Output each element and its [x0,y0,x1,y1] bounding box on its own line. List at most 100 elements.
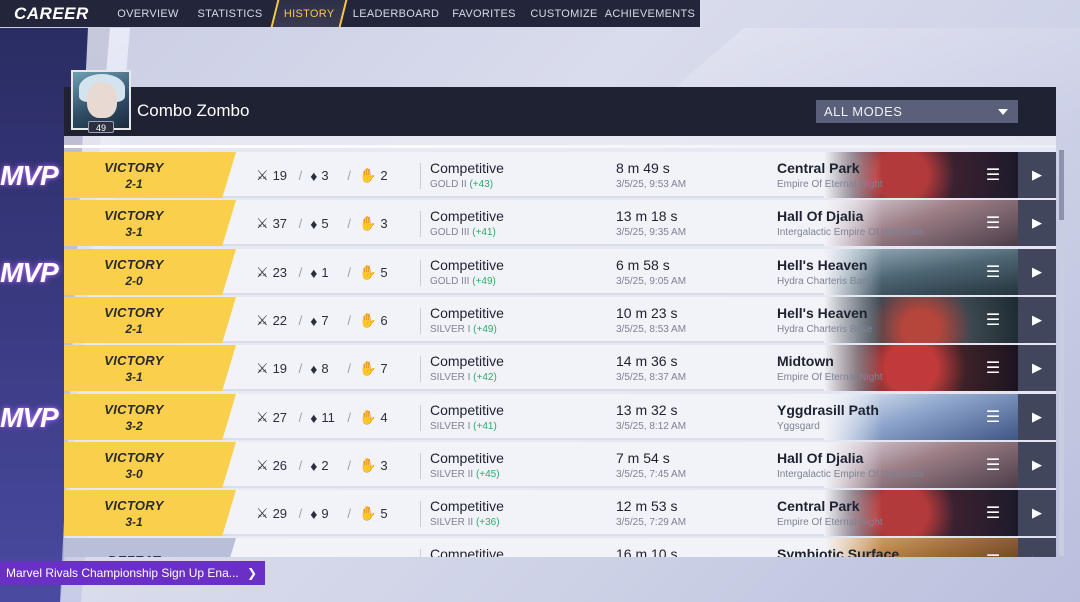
match-result: VICTORY 3-1 [64,490,236,536]
tab-overview[interactable]: OVERVIEW [110,0,186,27]
map-info: Hall Of Djalia Intergalactic Empire Of W… [777,208,997,238]
tab-favorites[interactable]: FAVORITES [446,0,522,27]
hamburger-menu-icon[interactable]: ☰ [985,312,1001,329]
game-mode: Competitive GOLD II (+43) [430,160,504,190]
map-info: Symbiotic Surface [777,546,997,557]
match-row[interactable]: VICTORY 2-0 ⚔ 23 / ♦ 1 / ✋ 5 Competitive… [64,249,1056,295]
hamburger-menu-icon[interactable]: ☰ [985,264,1001,281]
rank-tier: SILVER I [430,421,471,432]
kda-stats: ⚔ 37 / ♦ 5 / ✋ 3 [256,215,398,232]
kills-value: 26 [272,458,288,473]
replay-button[interactable]: ▶ [1018,200,1056,246]
hamburger-menu-icon[interactable]: ☰ [982,550,1004,557]
match-row[interactable]: VICTORY 2-1 ⚔ 22 / ♦ 7 / ✋ 6 Competitive… [64,297,1056,343]
play-icon: ▶ [1032,457,1042,472]
result-label: VICTORY [104,159,164,175]
tab-customize[interactable]: CUSTOMIZE [524,0,604,27]
duration-value: 8 m 49 s [616,160,670,176]
hamburger-menu-icon[interactable]: ☰ [985,505,1001,522]
tab-history[interactable]: HISTORY [270,0,348,27]
deaths-value: 5 [321,216,329,231]
deaths-value: 9 [321,506,329,521]
replay-button[interactable]: ▶ [1018,152,1056,198]
map-name: Yggdrasill Path [777,402,879,418]
rank-gain: (+42) [473,372,497,383]
tab-label: LEADERBOARD [352,7,440,20]
tab-achievements[interactable]: ACHIEVEMENTS [604,0,696,27]
match-duration: 10 m 23 s 3/5/25, 8:53 AM [616,305,686,335]
broken-heart-icon: ♦ [310,360,318,377]
match-datetime: 3/5/25, 9:05 AM [616,276,687,287]
assists-value: 7 [380,361,388,376]
map-region: Empire Of Eternal Night [777,372,883,383]
match-row[interactable]: VICTORY 3-1 ⚔ 29 / ♦ 9 / ✋ 5 Competitive… [64,490,1056,536]
kda-stats: ⚔ 22 / ♦ 7 / ✋ 6 [256,312,398,329]
broken-heart-icon: ♦ [310,215,318,232]
stat-separator: / [298,361,303,376]
rank-gain: (+41) [473,421,497,432]
duration-value: 13 m 32 s [616,402,678,418]
kda-stats: ⚔ 26 / ♦ 2 / ✋ 3 [256,457,398,474]
chevron-right-icon: ❯ [246,566,257,580]
avatar[interactable] [71,70,131,130]
stat-separator: / [347,506,351,521]
match-row[interactable]: DEFEAT Competitive 16 m 10 s Symbiotic S… [64,538,1056,557]
replay-button[interactable]: ▶ [1018,297,1056,343]
rank-change: SILVER I (+49) [430,324,504,335]
scrollbar-thumb[interactable] [1059,150,1064,220]
match-row[interactable]: VICTORY 3-0 ⚔ 26 / ♦ 2 / ✋ 3 Competitive… [64,442,1056,488]
replay-button[interactable]: ▶ [1018,490,1056,536]
hamburger-menu-icon[interactable]: ☰ [985,409,1001,426]
replay-button[interactable]: ▶ [1018,345,1056,391]
map-region: Hydra Charteris Base [777,276,873,287]
mvp-badge: MVP [0,402,59,433]
tab-statistics[interactable]: STATISTICS [192,0,268,27]
rank-tier: SILVER I [430,372,471,383]
tab-leaderboard[interactable]: LEADERBOARD [350,0,442,27]
tab-label: FAVORITES [452,7,516,20]
stat-separator: / [298,458,303,473]
match-row[interactable]: VICTORY 2-1 ⚔ 19 / ♦ 3 / ✋ 2 Competitive… [64,152,1056,198]
play-icon: ▶ [1032,312,1042,327]
game-mode: Competitive SILVER II (+45) [430,450,504,480]
crossed-swords-icon: ⚔ [256,505,269,521]
rank-gain: (+41) [472,227,496,238]
match-row[interactable]: VICTORY 3-1 ⚔ 37 / ♦ 5 / ✋ 3 Competitive… [64,200,1056,246]
announcement-banner[interactable]: Marvel Rivals Championship Sign Up Ena..… [0,561,265,585]
replay-button[interactable]: ▶ [1018,538,1056,557]
hamburger-menu-icon[interactable]: ☰ [985,167,1001,184]
broken-heart-icon: ♦ [310,505,318,522]
map-thumbnail [824,538,1018,557]
replay-button[interactable]: ▶ [1018,394,1056,440]
map-thumbnail [824,345,1018,391]
assists-value: 5 [380,265,388,280]
crossed-swords-icon: ⚔ [256,167,269,183]
hamburger-menu-icon[interactable]: ☰ [985,215,1001,232]
mode-name: Competitive [430,498,504,514]
play-icon: ▶ [1032,360,1042,375]
game-mode: Competitive GOLD III (+49) [430,257,504,287]
kills-value: 37 [272,216,288,231]
map-info: Central Park Empire Of Eternal Night [777,160,997,190]
stat-separator: / [347,410,351,425]
result-label: VICTORY [104,352,164,368]
map-thumbnail [824,297,1018,343]
rank-tier: SILVER II [430,517,474,528]
helping-hand-icon: ✋ [358,505,377,521]
tab-label: HISTORY [283,7,335,20]
match-duration: 13 m 18 s 3/5/25, 9:35 AM [616,208,686,238]
replay-button[interactable]: ▶ [1018,442,1056,488]
top-navigation: CAREER OVERVIEW STATISTICS HISTORY LEADE… [0,0,700,27]
kda-stats: ⚔ 19 / ♦ 8 / ✋ 7 [256,360,398,377]
match-row[interactable]: VICTORY 3-2 ⚔ 27 / ♦ 11 / ✋ 4 Competitiv… [64,394,1056,440]
hamburger-menu-icon[interactable]: ☰ [985,360,1001,377]
match-result: VICTORY 3-1 [64,345,236,391]
hamburger-menu-icon[interactable]: ☰ [985,457,1001,474]
result-score: 2-1 [125,176,143,191]
match-row[interactable]: VICTORY 3-1 ⚔ 19 / ♦ 8 / ✋ 7 Competitive… [64,345,1056,391]
mode-filter-dropdown[interactable]: ALL MODES [816,100,1018,123]
kda-stats: ⚔ 23 / ♦ 1 / ✋ 5 [256,264,398,281]
match-history-list[interactable]: VICTORY 2-1 ⚔ 19 / ♦ 3 / ✋ 2 Competitive… [64,136,1056,557]
list-scrollbar[interactable] [1059,150,1064,556]
replay-button[interactable]: ▶ [1018,249,1056,295]
